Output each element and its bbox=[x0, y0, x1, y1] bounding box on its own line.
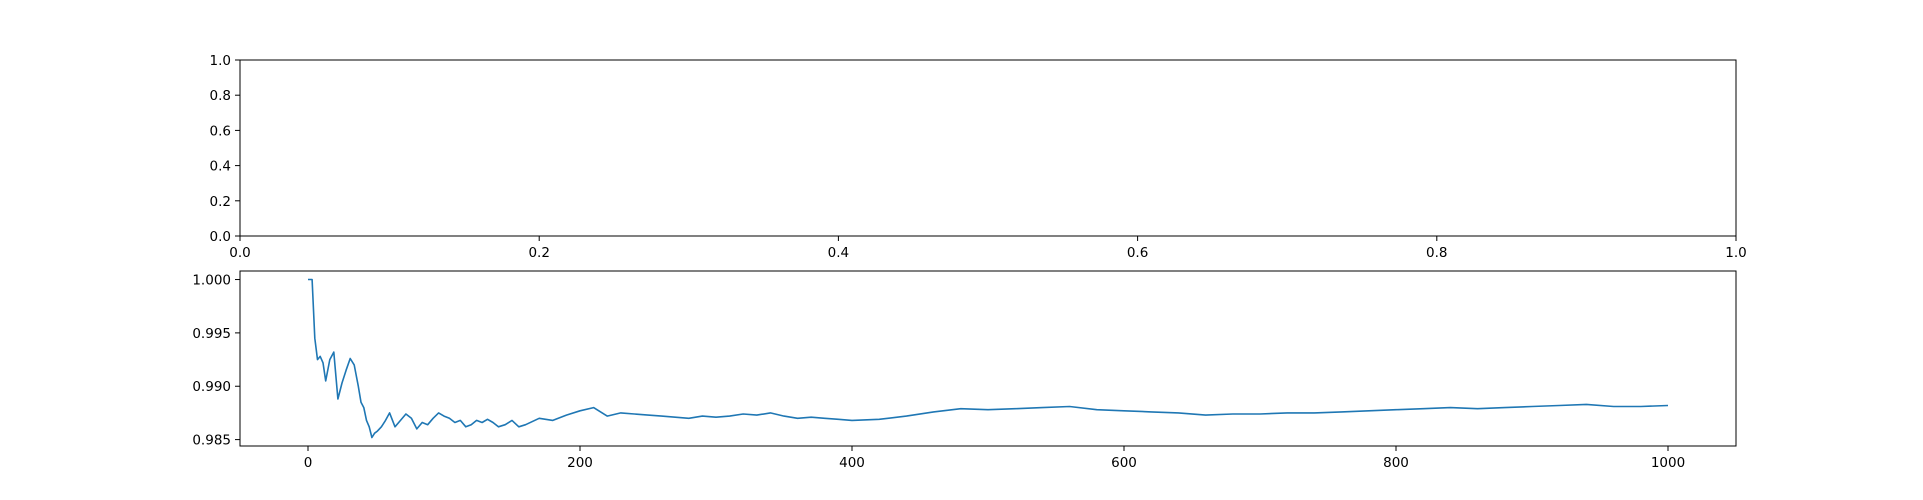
x-tick-label: 800 bbox=[1383, 455, 1409, 471]
x-tick-label: 0.0 bbox=[229, 245, 250, 261]
top-axes-frame bbox=[239, 59, 1737, 237]
y-tick-label: 0.985 bbox=[192, 433, 231, 449]
x-tick-label: 0.8 bbox=[1426, 245, 1447, 261]
y-tick-label: 0.8 bbox=[210, 88, 231, 104]
y-tick-label: 1.0 bbox=[210, 53, 231, 69]
y-tick-label: 0.995 bbox=[192, 326, 231, 342]
bottom-x-ticks: 0 200 400 600 800 1000 bbox=[304, 446, 1685, 471]
y-tick-label: 0.4 bbox=[210, 159, 231, 175]
x-tick-label: 0.4 bbox=[828, 245, 849, 261]
bottom-y-ticks: 0.985 0.990 0.995 1.000 bbox=[192, 273, 240, 449]
y-tick-label: 0.990 bbox=[192, 379, 231, 395]
x-tick-label: 0.2 bbox=[528, 245, 549, 261]
y-tick-label: 0.0 bbox=[210, 229, 231, 245]
x-tick-label: 0 bbox=[304, 455, 313, 471]
y-tick-label: 0.6 bbox=[210, 123, 231, 139]
x-tick-label: 200 bbox=[567, 455, 593, 471]
bottom-axes-frame bbox=[239, 270, 1737, 447]
top-y-ticks: 0.0 0.2 0.4 0.6 0.8 1.0 bbox=[210, 53, 240, 245]
x-tick-label: 600 bbox=[1111, 455, 1137, 471]
x-tick-label: 1000 bbox=[1651, 455, 1685, 471]
bottom-series bbox=[308, 278, 1669, 439]
x-tick-label: 0.6 bbox=[1127, 245, 1148, 261]
series-line bbox=[308, 278, 1669, 439]
y-tick-label: 0.2 bbox=[210, 194, 231, 210]
x-tick-label: 1.0 bbox=[1725, 245, 1746, 261]
bottom-axes: 0 200 400 600 800 1000 0.985 0.990 0.995 1.000 bbox=[192, 270, 1737, 471]
top-axes: 0.0 0.2 0.4 0.6 0.8 1.0 0.0 0.2 0.4 0.6 0.8 1.0 bbox=[210, 53, 1747, 261]
top-x-ticks: 0.0 0.2 0.4 0.6 0.8 1.0 bbox=[229, 236, 1747, 261]
y-tick-label: 1.000 bbox=[192, 273, 231, 289]
x-tick-label: 400 bbox=[839, 455, 865, 471]
